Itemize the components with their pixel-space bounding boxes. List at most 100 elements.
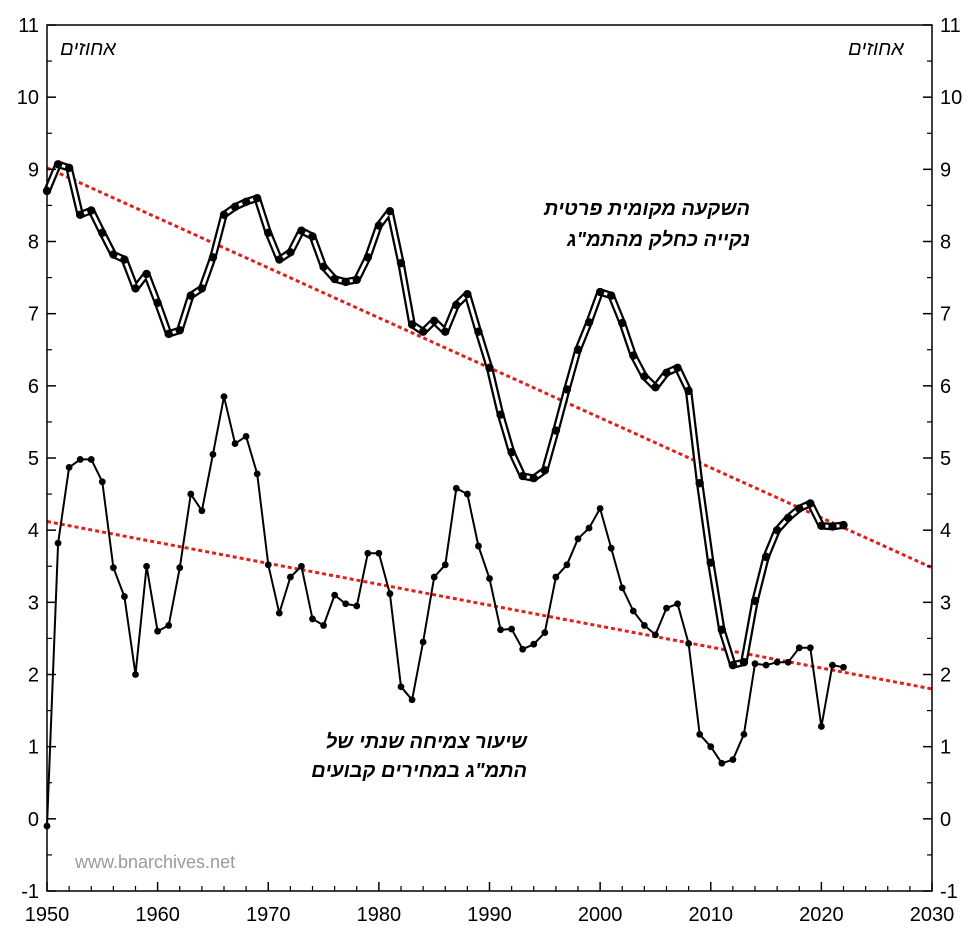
investment-share-point	[319, 262, 328, 271]
investment-share-point	[120, 255, 129, 264]
x-tick-label: 2000	[578, 904, 623, 926]
investment-share-point	[109, 250, 118, 259]
gdp-growth-point	[353, 602, 361, 610]
investment-share-point	[53, 160, 63, 169]
investment-share-point	[684, 386, 693, 396]
investment-share-point	[75, 210, 85, 219]
y-tick-label-right: 9	[940, 159, 951, 181]
gdp-growth-point	[386, 590, 394, 598]
investment-share-point	[662, 368, 671, 378]
investment-share-point	[208, 253, 218, 262]
investment-share-point	[606, 291, 616, 300]
investment-share-point	[219, 210, 229, 219]
y-tick-label-left: 2	[28, 665, 39, 687]
investment-share-point	[595, 287, 605, 297]
y-tick-label-right: 5	[940, 448, 951, 470]
investment-share-point	[618, 318, 627, 328]
gdp-growth-point	[840, 663, 847, 671]
gdp-growth-point	[98, 478, 106, 486]
investment-share-point	[230, 202, 240, 212]
gdp-growth-point	[65, 463, 73, 471]
investment-share-point	[264, 228, 273, 238]
x-tick-label: 2020	[799, 904, 844, 926]
investment-share-point	[197, 284, 207, 293]
gdp-growth-point	[220, 393, 228, 401]
investment-share-point	[98, 228, 107, 238]
investment-share-point	[452, 300, 461, 310]
gdp-growth-point	[87, 456, 95, 463]
gdp-growth-point	[718, 759, 726, 767]
series-layer	[42, 160, 848, 830]
gdp-growth-point	[795, 644, 803, 652]
gdp-growth-point	[541, 629, 549, 637]
y-tick-label-right: 11	[940, 15, 961, 37]
x-tick-label: 1990	[467, 904, 512, 926]
gdp-growth-point	[574, 535, 582, 543]
investment-series-label-line2: נקייה כחלק מהתמ"ג	[566, 229, 750, 251]
investment-share-point	[341, 277, 350, 287]
gdp-growth-point	[275, 609, 283, 617]
gdp-growth-point	[408, 696, 416, 704]
y-tick-label-left: 7	[28, 304, 39, 326]
investment-share-point	[695, 479, 704, 488]
investment-share-point	[429, 316, 439, 326]
investment-share-point	[817, 521, 826, 531]
gdp-growth-point	[552, 573, 560, 581]
investment-share-point	[651, 383, 660, 392]
gdp-growth-point	[519, 645, 527, 653]
investment-share-point	[795, 504, 804, 513]
gdp-growth-point	[76, 456, 84, 463]
investment-series-label-line1: השקעה מקומית פרטית	[543, 198, 750, 220]
gdp-growth-point	[441, 561, 449, 569]
gdp-growth-point	[309, 615, 316, 623]
investment-share-point	[717, 625, 727, 634]
y-tick-label-right: 6	[940, 376, 951, 398]
y-tick-label-left: 1	[28, 737, 39, 759]
gdp-growth-point	[817, 723, 825, 730]
y-tick-label-left: 4	[28, 520, 39, 542]
gdp-growth-point	[640, 622, 648, 629]
gdp-growth-point	[784, 658, 792, 666]
gdp-growth-point	[663, 604, 670, 612]
gdp-growth-point	[674, 600, 681, 608]
investment-share-point	[562, 385, 572, 394]
gdp-growth-point	[463, 490, 471, 498]
gdp-growth-point	[652, 631, 659, 639]
investment-share-point	[374, 221, 384, 230]
gdp-growth-point	[165, 622, 173, 629]
gdp-growth-point	[475, 542, 482, 550]
gdp-growth-series-label-line1: שיעור צמיחה שנתי של	[326, 731, 528, 753]
x-tick-label: 1950	[25, 904, 70, 926]
gdp-growth-point	[132, 671, 139, 678]
gdp-growth-point	[397, 683, 405, 691]
investment-share-point	[806, 499, 815, 508]
x-tick-label: 1960	[135, 904, 180, 926]
x-tick-label: 1980	[357, 904, 402, 926]
y-tick-label-right: -1	[940, 881, 958, 903]
investment-share-point	[186, 291, 196, 300]
left-axis-unit-label: אחוזים	[60, 38, 116, 60]
y-tick-label-right: 2	[940, 665, 951, 687]
investment-share-point	[286, 248, 295, 257]
gdp-growth-point	[242, 432, 250, 440]
gdp-growth-point	[154, 627, 162, 635]
investment-share-point	[308, 232, 317, 241]
gdp-growth-point	[209, 450, 217, 458]
investment-share-point	[396, 258, 406, 268]
investment-share-point	[761, 552, 771, 562]
gdp-growth-point	[773, 658, 781, 666]
gdp-growth-point	[740, 730, 748, 738]
gdp-growth-trend-line	[46, 520, 933, 691]
investment-share-point	[441, 327, 450, 336]
investment-share-point	[551, 426, 561, 435]
investment-share-point	[783, 513, 793, 523]
gdp-growth-point	[143, 562, 150, 570]
investment-share-point	[175, 326, 184, 335]
y-tick-label-right: 8	[940, 232, 951, 254]
watermark-text: www.bnarchives.net	[74, 852, 235, 872]
investment-share-point	[330, 274, 339, 284]
investment-share-point	[828, 522, 837, 531]
y-tick-label-left: 8	[28, 232, 39, 254]
